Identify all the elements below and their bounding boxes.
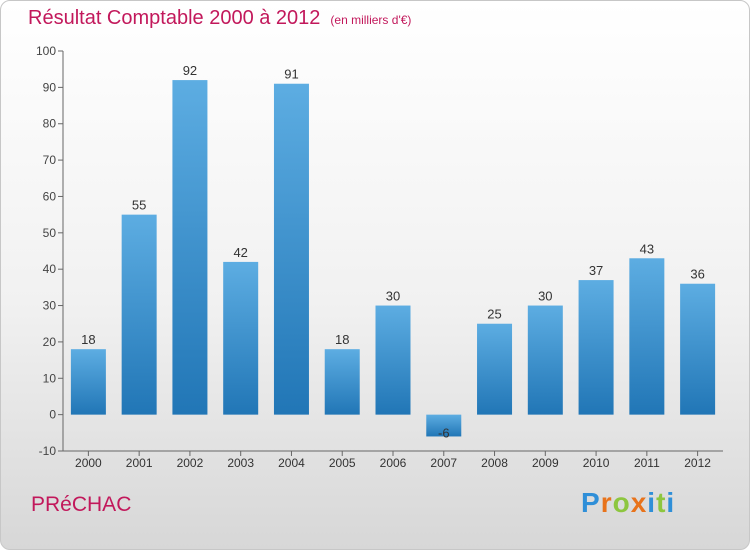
brand-logo-letter: P <box>581 487 601 518</box>
y-tick-label: 20 <box>43 335 57 349</box>
y-tick-label: 90 <box>43 80 57 94</box>
chart-subtitle: (en milliers d'€) <box>330 13 412 27</box>
x-tick-label: 2012 <box>684 456 711 470</box>
commune-name: PRéCHAC <box>31 493 132 516</box>
y-tick-label: 80 <box>43 117 57 131</box>
x-tick-label: 2000 <box>75 456 102 470</box>
x-tick-label: 2006 <box>380 456 407 470</box>
brand-logo-letter: r <box>600 487 613 518</box>
data-label: 18 <box>81 332 95 347</box>
data-label: 91 <box>284 67 298 82</box>
bar-2009[interactable] <box>527 305 563 415</box>
data-label: -6 <box>438 425 450 440</box>
data-label: 30 <box>538 289 552 304</box>
data-label: 55 <box>132 198 146 213</box>
x-tick-label: 2011 <box>634 456 660 470</box>
data-label: 92 <box>183 63 197 78</box>
x-tick-label: 2002 <box>177 456 204 470</box>
brand-logo-letter: x <box>630 487 648 518</box>
x-tick-label: 2007 <box>430 456 457 470</box>
data-label: 25 <box>487 307 501 322</box>
y-tick-label: 0 <box>49 408 56 422</box>
y-tick-label: 30 <box>43 299 57 313</box>
y-tick-label: -10 <box>39 444 57 458</box>
bar-2006[interactable] <box>375 305 411 415</box>
bar-2004[interactable] <box>273 83 309 415</box>
x-tick-label: 2009 <box>532 456 559 470</box>
bar-2007[interactable] <box>426 414 462 437</box>
chart-title: Résultat Comptable 2000 à 2012 <box>28 7 321 29</box>
x-tick-label: 2010 <box>583 456 610 470</box>
y-tick-label: 100 <box>36 44 56 58</box>
brand-logo-letter: i <box>666 487 676 518</box>
bar-2008[interactable] <box>477 323 513 415</box>
chart-data-labels: 18 55 92 42 91 18 30 -6 25 30 37 43 36 <box>81 63 705 440</box>
brand-logo[interactable]: Proxiti <box>581 487 675 519</box>
data-label: 18 <box>335 332 349 347</box>
bar-2003[interactable] <box>223 261 259 415</box>
y-tick-label: 40 <box>43 262 57 276</box>
bar-2012[interactable] <box>680 283 716 415</box>
y-tick-label: 50 <box>43 226 57 240</box>
x-tick-label: 2008 <box>481 456 508 470</box>
data-label: 42 <box>233 245 247 260</box>
chart-bars <box>70 80 716 437</box>
bar-2010[interactable] <box>578 280 614 415</box>
chart-axes: -10 0 10 20 30 40 50 60 70 80 90 100 2000 2001 2002 200… <box>36 44 723 470</box>
bar-2002[interactable] <box>172 80 208 415</box>
brand-logo-letter: i <box>647 487 657 518</box>
bar-2011[interactable] <box>629 258 665 415</box>
brand-logo-letter: t <box>656 487 667 518</box>
bar-2005[interactable] <box>324 349 360 415</box>
data-label: 36 <box>690 267 704 282</box>
x-tick-label: 2001 <box>126 456 153 470</box>
title-row: Résultat Comptable 2000 à 2012 (en millie… <box>28 7 411 30</box>
data-label: 37 <box>589 263 603 278</box>
y-tick-label: 60 <box>43 189 57 203</box>
y-tick-label: 10 <box>43 371 57 385</box>
bar-2001[interactable] <box>121 214 157 415</box>
x-tick-label: 2003 <box>227 456 254 470</box>
bar-2000[interactable] <box>70 349 106 415</box>
y-tick-label: 70 <box>43 153 57 167</box>
x-tick-label: 2004 <box>278 456 305 470</box>
brand-logo-letter: o <box>612 487 631 518</box>
data-label: 30 <box>386 289 400 304</box>
data-label: 43 <box>640 241 654 256</box>
x-tick-label: 2005 <box>329 456 356 470</box>
